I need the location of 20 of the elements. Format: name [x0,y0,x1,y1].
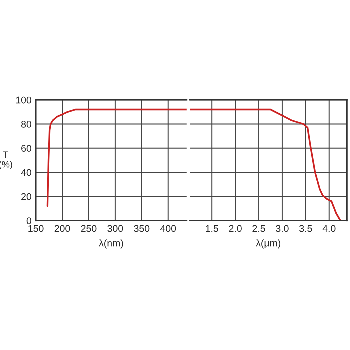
y-tick-label: 20 [22,193,32,200]
x-tick-label: 3.5 [300,225,312,232]
x-axis-title: λ(μm) [256,240,281,249]
x-tick-label: 400 [160,225,176,232]
x-tick-label: 3.0 [276,225,289,232]
y-tick-label: 100 [16,96,32,104]
x-tick-label: 250 [81,225,97,232]
x-tick-label: 2.5 [252,225,266,232]
x-tick-label: 4.0 [322,225,336,232]
y-tick-label: 60 [22,145,32,152]
y-tick-label: 0 [26,218,32,224]
x-tick-label: 300 [108,225,124,232]
y-tick-label: 40 [21,169,32,176]
x-tick-label: 350 [134,225,150,232]
x-axis-title: λ(nm) [99,240,124,249]
x-tick-label: 2.0 [229,225,242,232]
x-tick-label: 1.5 [206,225,218,232]
x-tick-label: 150 [28,225,44,232]
y-tick-label: 80 [21,120,32,128]
x-tick-label: 200 [54,225,70,232]
